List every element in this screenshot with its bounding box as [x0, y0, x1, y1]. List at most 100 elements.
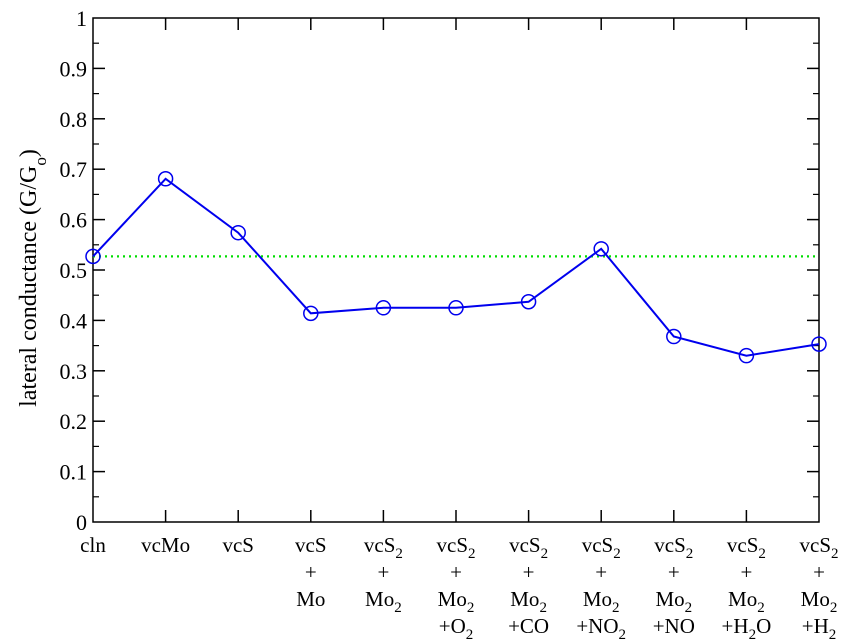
data-point	[811, 336, 827, 352]
x-category-label-text: vcS	[654, 533, 686, 557]
x-category-label-subscript: 2	[541, 546, 549, 562]
data-point	[738, 347, 755, 364]
data-points	[85, 171, 827, 364]
x-category-label-text: +	[668, 560, 680, 584]
x-category-label: +NO2	[576, 614, 626, 641]
y-tick-label: 0.9	[60, 56, 88, 81]
data-point	[230, 224, 246, 241]
x-category-label-text: +NO	[653, 614, 695, 638]
y-tick-label: 0	[76, 510, 87, 535]
x-category-label-text: +	[740, 560, 752, 584]
x-category-label: +	[740, 560, 752, 584]
y-axis-ticks: 0 0.1 0.2 0.3 0.4 0.5 0.6 0.7 0.8 0.9 1	[60, 6, 819, 535]
x-category-label-text: vcS	[800, 533, 832, 557]
x-category-label: vcS2	[437, 533, 476, 562]
x-category-label-text: Mo	[583, 587, 612, 611]
data-point	[85, 248, 101, 265]
x-category-label: Mo2	[438, 587, 475, 616]
x-category-label: Mo2	[655, 587, 692, 616]
y-axis-title-close: )	[16, 149, 42, 157]
x-category-label-subscript: 2	[685, 600, 693, 616]
x-category-label-text: Mo	[438, 587, 467, 611]
y-tick-label: 0.6	[60, 208, 88, 233]
x-category-label-subscript: 2	[613, 546, 621, 562]
x-category-label-subscript: 2	[612, 600, 620, 616]
series-line	[92, 177, 820, 357]
x-category-label: +CO	[508, 614, 549, 638]
x-category-label-text: Mo	[801, 587, 830, 611]
y-tick-label: 0.1	[60, 460, 88, 485]
x-category-label-subscript: 2	[749, 627, 757, 641]
x-category-label-text: vcS	[582, 533, 614, 557]
x-category-label-subscript: 2	[539, 600, 547, 616]
x-category-label: cln	[80, 533, 106, 557]
data-point	[520, 294, 537, 310]
x-category-label: vcS2	[582, 533, 621, 562]
x-category-label: Mo2	[583, 587, 620, 616]
x-category-label-text: Mo	[655, 587, 684, 611]
data-point	[375, 300, 392, 316]
x-category-label: Mo	[296, 587, 325, 611]
x-category-label: vcS2	[364, 533, 403, 562]
y-axis-title-text: lateral conductance (G/G	[16, 166, 42, 407]
x-category-label-subscript: 2	[831, 546, 839, 562]
x-category-label: +O2	[439, 614, 474, 641]
data-point	[666, 328, 682, 345]
x-category-label-subscript: 2	[829, 627, 837, 641]
x-category-label-subscript: 2	[758, 546, 766, 562]
x-category-label: +H2	[802, 614, 837, 641]
x-category-label: +H2O	[722, 614, 772, 641]
x-category-label: +	[595, 560, 607, 584]
x-category-labels: cln vcMo vcS vcS+MovcS2+Mo2vcS2+Mo2+O2vcS2+…	[80, 533, 838, 641]
x-category-label-text: Mo	[510, 587, 539, 611]
x-category-label: Mo2	[801, 587, 838, 616]
x-category-label-text: vcS	[727, 533, 759, 557]
y-axis-title-subscript: o	[31, 157, 50, 166]
x-category-label: +	[523, 560, 535, 584]
x-category-label-text: vcS	[437, 533, 469, 557]
x-category-label: Mo2	[728, 587, 765, 616]
x-category-label: vcS	[295, 533, 327, 557]
x-category-label-text: Mo	[296, 587, 325, 611]
x-category-label-text: +	[595, 560, 607, 584]
x-category-label-text: +	[450, 560, 462, 584]
x-category-label-subscript: 2	[395, 546, 403, 562]
data-point	[593, 241, 609, 257]
x-category-label-text: +	[813, 560, 825, 584]
x-category-label-text: +	[377, 560, 389, 584]
x-category-label: vcS2	[654, 533, 693, 562]
x-category-label-subscript: 2	[394, 600, 402, 616]
x-category-label-text: vcMo	[141, 533, 190, 557]
x-category-label-text: vcS	[509, 533, 541, 557]
x-category-label-text: +	[523, 560, 535, 584]
x-category-label-text: +	[305, 560, 317, 584]
x-category-label-text: vcS	[364, 533, 396, 557]
data-point	[448, 300, 464, 316]
x-category-label: +	[377, 560, 389, 584]
x-category-label: vcS2	[800, 533, 839, 562]
x-category-label: +	[450, 560, 462, 584]
data-point	[303, 305, 319, 322]
y-tick-label: 0.5	[60, 258, 88, 283]
x-category-label-text: +NO	[576, 614, 618, 638]
y-tick-label: 0.3	[60, 359, 88, 384]
y-tick-label: 0.7	[60, 157, 88, 182]
x-category-label-text: +H	[722, 614, 749, 638]
y-tick-label: 0.4	[60, 308, 88, 333]
x-category-label-text: +O	[439, 614, 466, 638]
x-category-label-subscript: 2	[466, 627, 474, 641]
x-category-label-text: +H	[802, 614, 829, 638]
x-category-label-text: Mo	[365, 587, 394, 611]
x-category-label: Mo2	[510, 587, 547, 616]
x-category-label: vcMo	[141, 533, 190, 557]
x-category-label-text: vcS	[295, 533, 327, 557]
y-tick-label: 1	[76, 6, 87, 31]
x-category-label: vcS2	[509, 533, 548, 562]
x-category-label: vcS2	[727, 533, 766, 562]
x-category-label: +	[813, 560, 825, 584]
x-category-label: Mo2	[365, 587, 402, 616]
x-category-label-subscript: 2	[619, 627, 627, 641]
x-category-label: +NO	[653, 614, 695, 638]
x-category-label: +	[668, 560, 680, 584]
